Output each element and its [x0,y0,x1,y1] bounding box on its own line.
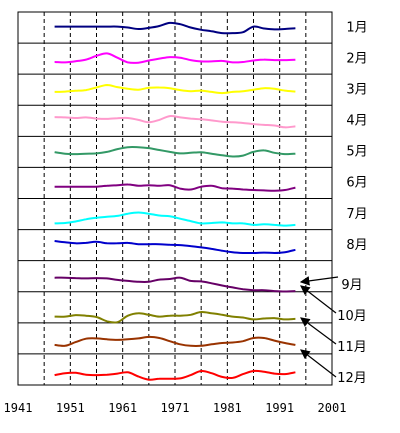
series-line-5 [54,146,296,158]
month-label-4: 4月 [346,114,367,129]
month-label-10: 10月 [337,309,367,324]
month-label-6: 6月 [346,176,367,191]
label-arrow-1 [299,276,339,286]
series-line-7 [54,211,296,227]
month-label-8: 8月 [346,238,367,253]
label-arrow-3 [300,317,337,345]
month-label-7: 7月 [346,207,367,222]
x-tick-label: 1991 [265,401,294,415]
month-label-3: 3月 [346,82,367,97]
month-label-9: 9月 [341,278,362,293]
month-label-5: 5月 [346,145,367,160]
series-line-12 [54,369,296,381]
month-label-11: 11月 [337,340,367,355]
x-tick-label: 1971 [161,401,190,415]
label-arrow-2 [300,285,337,314]
series-line-8 [54,240,296,255]
series-line-6 [54,183,296,192]
x-tick-label: 1941 [4,401,33,415]
x-tick-label: 2001 [318,401,347,415]
month-label-12: 12月 [337,371,367,386]
x-tick-label: 1981 [213,401,242,415]
x-tick-label: 1961 [108,401,137,415]
month-label-2: 2月 [346,51,367,66]
month-label-1: 1月 [346,20,367,35]
label-arrow-4 [300,349,337,378]
series-line-2 [54,52,296,64]
series-line-9 [54,276,296,293]
series-line-1 [54,21,296,35]
series-line-11 [54,335,296,348]
series-line-10 [54,310,296,324]
series-line-4 [54,115,296,129]
series-line-3 [54,83,296,95]
x-tick-label: 1951 [56,401,85,415]
